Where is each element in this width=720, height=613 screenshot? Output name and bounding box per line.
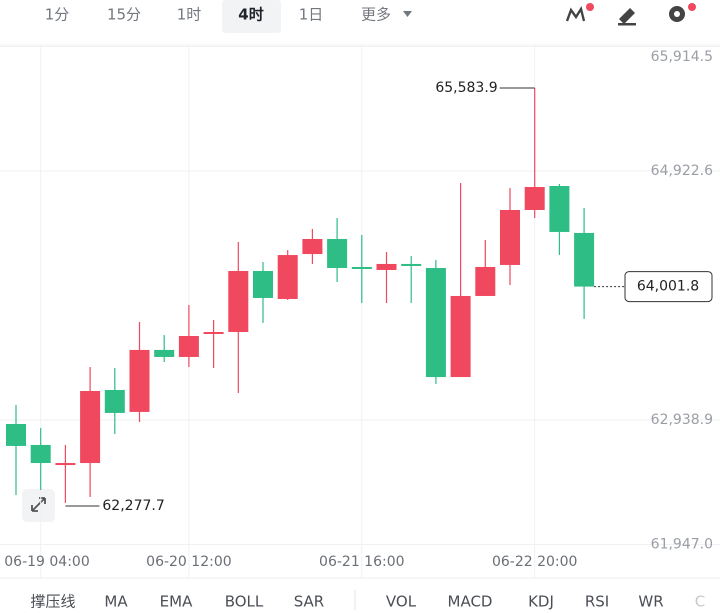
y-tick-label: 61,947.0	[651, 536, 713, 552]
candle-body	[425, 267, 446, 378]
indicator-tab[interactable]: RSI	[585, 593, 609, 611]
indicator-tab[interactable]: MACD	[448, 593, 493, 611]
candle-body	[574, 232, 595, 287]
candle-body	[450, 295, 471, 378]
candle-body	[30, 444, 51, 464]
x-tick-label: 06-21 16:00	[319, 554, 404, 570]
selected-tab-bg	[222, 0, 281, 33]
candle-body	[524, 187, 545, 210]
indicator-tab[interactable]: WR	[638, 593, 663, 611]
time-tab[interactable]: 15分	[107, 6, 141, 24]
y-tick-label: 65,914.5	[651, 49, 713, 65]
indicator-tab[interactable]: 撑压线	[30, 593, 75, 611]
indicator-tab[interactable]: KDJ	[528, 593, 554, 611]
candle-body	[80, 390, 101, 464]
low-label: 62,277.7	[102, 498, 164, 514]
indicator-tab[interactable]: MA	[104, 593, 128, 611]
x-tick-label: 06-20 12:00	[146, 554, 231, 570]
candle-body	[178, 336, 199, 357]
candle-body	[549, 186, 570, 232]
time-tab[interactable]: 1分	[45, 6, 70, 24]
dropdown-arrow	[403, 11, 412, 17]
draw-icon[interactable]	[618, 8, 636, 26]
y-tick-label: 62,938.9	[651, 412, 713, 428]
candle-body	[302, 238, 323, 255]
candle-body	[376, 263, 397, 270]
candle-body	[129, 349, 150, 412]
last-price-label: 64,001.8	[637, 279, 699, 295]
candle-body	[475, 266, 496, 296]
candle-body	[6, 423, 26, 446]
candle-body	[203, 331, 224, 334]
time-tab[interactable]: 1日	[299, 6, 324, 24]
candle-body	[154, 349, 175, 357]
candle-body	[253, 270, 273, 298]
x-tick-label: 06-19 04:00	[4, 554, 89, 570]
expand-button[interactable]	[22, 489, 55, 522]
candle-body	[104, 389, 125, 413]
time-tab[interactable]: 4时	[238, 6, 263, 24]
indicator-tab[interactable]: BOLL	[225, 593, 264, 611]
candle-body	[351, 266, 372, 269]
time-tab[interactable]: 更多	[361, 6, 391, 24]
candle-body	[277, 255, 298, 299]
y-tick-label: 64,922.6	[651, 163, 713, 179]
indicator-icon[interactable]	[565, 3, 594, 22]
indicator-tab[interactable]: VOL	[386, 593, 417, 611]
indicator-tab[interactable]: C	[695, 593, 705, 611]
indicator-tab[interactable]: EMA	[160, 593, 193, 611]
candle-body	[228, 270, 249, 332]
last-price-box	[624, 271, 713, 303]
indicator-tab[interactable]: SAR	[294, 593, 324, 611]
candle-body	[401, 263, 422, 266]
candle-body	[55, 463, 76, 466]
x-tick-label: 06-22 20:00	[492, 554, 577, 570]
candle-body	[327, 238, 348, 268]
candle-body	[500, 209, 520, 265]
high-label: 65,583.9	[435, 80, 497, 96]
time-tab[interactable]: 1时	[177, 6, 202, 24]
settings-icon[interactable]	[669, 3, 696, 22]
